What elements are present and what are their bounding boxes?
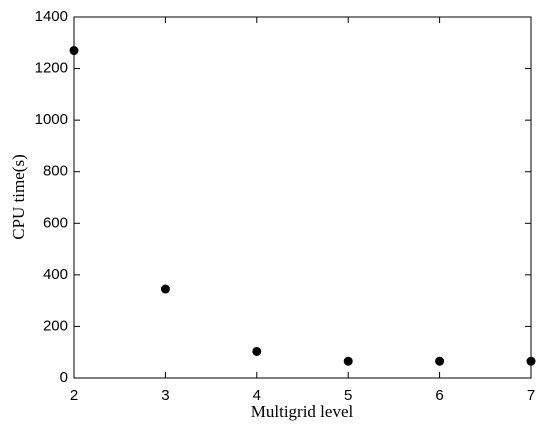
y-tick-label: 1000 — [35, 111, 68, 128]
x-tick-label: 5 — [344, 387, 352, 404]
point — [160, 284, 170, 294]
point — [435, 356, 445, 366]
y-tick-label: 200 — [43, 317, 68, 334]
point — [343, 356, 353, 366]
point — [252, 346, 262, 356]
x-tick-label: 4 — [253, 387, 261, 404]
point — [526, 356, 536, 366]
y-tick-label: 1200 — [35, 60, 68, 77]
y-tick-label: 800 — [43, 163, 68, 180]
y-tick-label: 600 — [43, 214, 68, 231]
plot-frame — [73, 16, 532, 379]
point — [69, 46, 79, 56]
x-tick-label: 3 — [161, 387, 169, 404]
x-tick-label: 2 — [70, 387, 78, 404]
y-tick-label: 1400 — [35, 8, 68, 25]
y-tick-label: 400 — [43, 266, 68, 283]
x-tick-label: 6 — [435, 387, 443, 404]
y-axis-label: CPU time(s) — [9, 154, 28, 239]
y-tick-label: 0 — [60, 369, 68, 386]
x-axis-label: Multigrid level — [251, 402, 354, 421]
x-tick-label: 7 — [527, 387, 535, 404]
